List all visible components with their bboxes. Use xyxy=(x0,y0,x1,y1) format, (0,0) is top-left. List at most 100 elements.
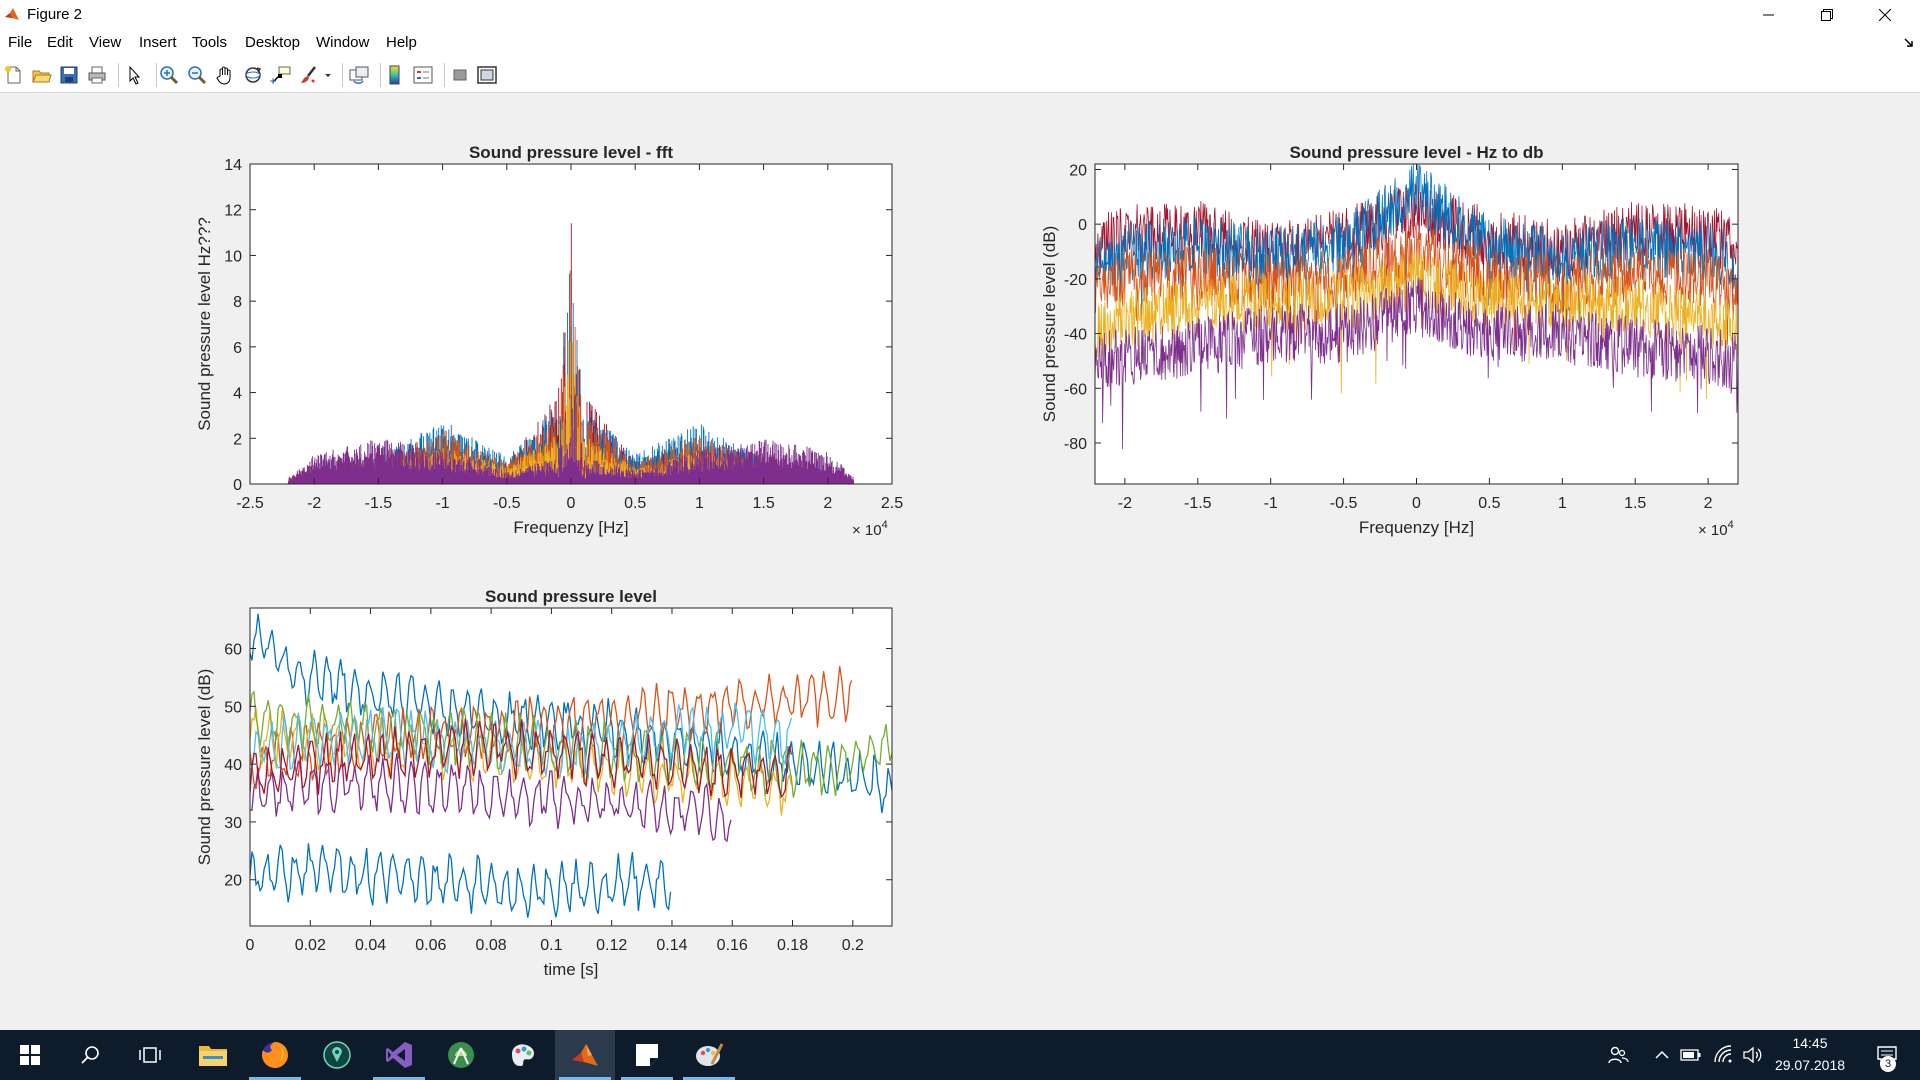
x-tick-label: 0.04 xyxy=(355,937,386,954)
y-tick-label: -20 xyxy=(1064,272,1087,289)
taskbar-matlab[interactable] xyxy=(555,1030,615,1080)
menu-insert[interactable]: Insert xyxy=(139,34,177,51)
show-hidden-icons-button[interactable] xyxy=(1651,1044,1673,1066)
menu-tools[interactable]: Tools xyxy=(192,34,228,51)
dock-arrow-icon[interactable] xyxy=(1904,38,1914,48)
x-tick-label: 0.06 xyxy=(415,937,446,954)
minimize-icon xyxy=(1763,14,1774,16)
start-button[interactable] xyxy=(0,1030,60,1080)
figure-canvas[interactable]: -2.5 -2 -1.5 -1 -0.5 0 0.5 1 1.5 2 2.502468101214S… xyxy=(0,94,1920,1030)
x-tick-label: 2.5 xyxy=(881,495,903,512)
running-indicator xyxy=(559,1077,611,1080)
taskbar-android-studio[interactable] xyxy=(431,1030,491,1080)
matlab-figure-icon xyxy=(4,6,20,22)
minimize-button[interactable] xyxy=(1740,0,1798,30)
plot-lines xyxy=(250,613,892,918)
people-button[interactable] xyxy=(1607,1044,1629,1066)
menu-file[interactable]: File xyxy=(8,34,33,51)
y-tick-label: 8 xyxy=(233,294,242,311)
open-file-icon[interactable] xyxy=(30,64,52,86)
zoom-out-icon[interactable] xyxy=(186,64,208,86)
y-tick-label: -80 xyxy=(1064,436,1087,453)
x-exponent-power: 4 xyxy=(882,519,888,531)
menu-view[interactable]: View xyxy=(89,34,122,51)
y-axis-label: Sound pressure level (dB) xyxy=(195,669,214,866)
x-axis-label: Frequenzy [Hz] xyxy=(1359,518,1474,537)
clock-time[interactable]: 14:45 xyxy=(1792,1035,1828,1051)
y-axis-label: Sound pressure level (dB) xyxy=(1040,226,1059,423)
link-plot-icon[interactable] xyxy=(348,64,370,86)
menu-desktop[interactable]: Desktop xyxy=(245,34,301,51)
menu-edit[interactable]: Edit xyxy=(47,34,73,51)
x-exponent-base: × 10 xyxy=(852,522,882,539)
x-tick-label: 0.14 xyxy=(656,937,687,954)
battery-button[interactable] xyxy=(1680,1044,1702,1066)
menu-help[interactable]: Help xyxy=(386,34,417,51)
print-icon[interactable] xyxy=(86,64,108,86)
title-bar: Figure 2 xyxy=(0,0,1920,30)
y-tick-label: 6 xyxy=(233,340,242,357)
x-exponent-label: × 104 xyxy=(1698,519,1734,539)
taskbar-paint-3d[interactable] xyxy=(493,1030,553,1080)
axes-fft[interactable]: -2.5 -2 -1.5 -1 -0.5 0 0.5 1 1.5 2 2.5 0 2 4 6 8 10 12 14 S… xyxy=(195,143,903,539)
y-tick-label: 30 xyxy=(224,815,242,832)
save-icon[interactable] xyxy=(58,64,80,86)
android-studio-icon xyxy=(448,1042,474,1068)
x-tick-label: 0.5 xyxy=(624,495,646,512)
people-icon xyxy=(1608,1046,1629,1064)
axes-time[interactable]: 0 0.02 0.04 0.06 0.08 0.1 0.12 0.14 0.16 0.18 0.2 6… xyxy=(195,587,893,979)
paint-3d-icon xyxy=(512,1044,534,1066)
x-tick-label: 1 xyxy=(695,495,704,512)
volume-button[interactable] xyxy=(1741,1044,1763,1066)
wifi-icon xyxy=(1714,1045,1732,1063)
x-tick-label: 0.5 xyxy=(1478,495,1500,512)
running-indicator xyxy=(373,1077,425,1080)
zoom-in-icon[interactable] xyxy=(158,64,180,86)
x-tick-label: -0.5 xyxy=(493,495,521,512)
x-tick-label: -2.5 xyxy=(236,495,264,512)
brush-dropdown-icon[interactable] xyxy=(322,64,334,86)
running-indicator xyxy=(621,1077,673,1080)
y-tick-label: 14 xyxy=(224,157,242,174)
network-button[interactable] xyxy=(1713,1044,1735,1066)
taskbar-app[interactable] xyxy=(307,1030,367,1080)
x-tick-label: -2 xyxy=(307,495,321,512)
show-plot-tools-icon[interactable] xyxy=(476,64,498,86)
chevron-up-icon xyxy=(1655,1050,1669,1059)
close-button[interactable] xyxy=(1856,0,1914,30)
taskbar-sticky-notes[interactable] xyxy=(617,1030,677,1080)
paint-icon xyxy=(696,1043,724,1066)
task-view-button[interactable] xyxy=(120,1030,180,1080)
rotate-3d-icon[interactable] xyxy=(242,64,264,86)
x-tick-label: -1 xyxy=(435,495,449,512)
insert-legend-icon[interactable] xyxy=(412,64,434,86)
plot-lines xyxy=(1095,164,1738,450)
x-exponent-base: × 10 xyxy=(1698,522,1728,539)
restore-button[interactable] xyxy=(1798,0,1856,30)
file-explorer-icon xyxy=(199,1046,227,1066)
menu-bar xyxy=(0,30,1920,57)
data-cursor-icon[interactable] xyxy=(270,64,292,86)
pan-hand-icon[interactable] xyxy=(214,64,236,86)
brush-icon[interactable] xyxy=(298,64,320,86)
restore-icon xyxy=(1821,9,1833,21)
x-tick-label: -0.5 xyxy=(1330,495,1358,512)
plot-lines xyxy=(288,223,854,484)
taskbar-visual-studio[interactable] xyxy=(369,1030,429,1080)
axes-db[interactable]: -2 -1.5 -1 -0.5 0 0.5 1 1.5 2 20 0 -20 -40 -60 -80 Soun… xyxy=(1040,143,1739,539)
taskbar-paint[interactable] xyxy=(679,1030,739,1080)
new-figure-icon[interactable] xyxy=(3,64,25,86)
insert-colorbar-icon[interactable] xyxy=(384,64,406,86)
series-line xyxy=(250,843,672,918)
select-arrow-icon[interactable] xyxy=(124,64,146,86)
y-tick-label: 20 xyxy=(1069,162,1087,179)
search-button[interactable] xyxy=(60,1030,120,1080)
menu-window[interactable]: Window xyxy=(316,34,370,51)
x-axis-label: time [s] xyxy=(544,960,599,979)
hide-plot-tools-icon[interactable] xyxy=(449,64,471,86)
taskbar xyxy=(0,1030,1920,1080)
taskbar-firefox[interactable] xyxy=(245,1030,305,1080)
clock-date[interactable]: 29.07.2018 xyxy=(1774,1057,1846,1073)
window-title: Figure 2 xyxy=(27,6,83,23)
taskbar-file-explorer[interactable] xyxy=(183,1030,243,1080)
